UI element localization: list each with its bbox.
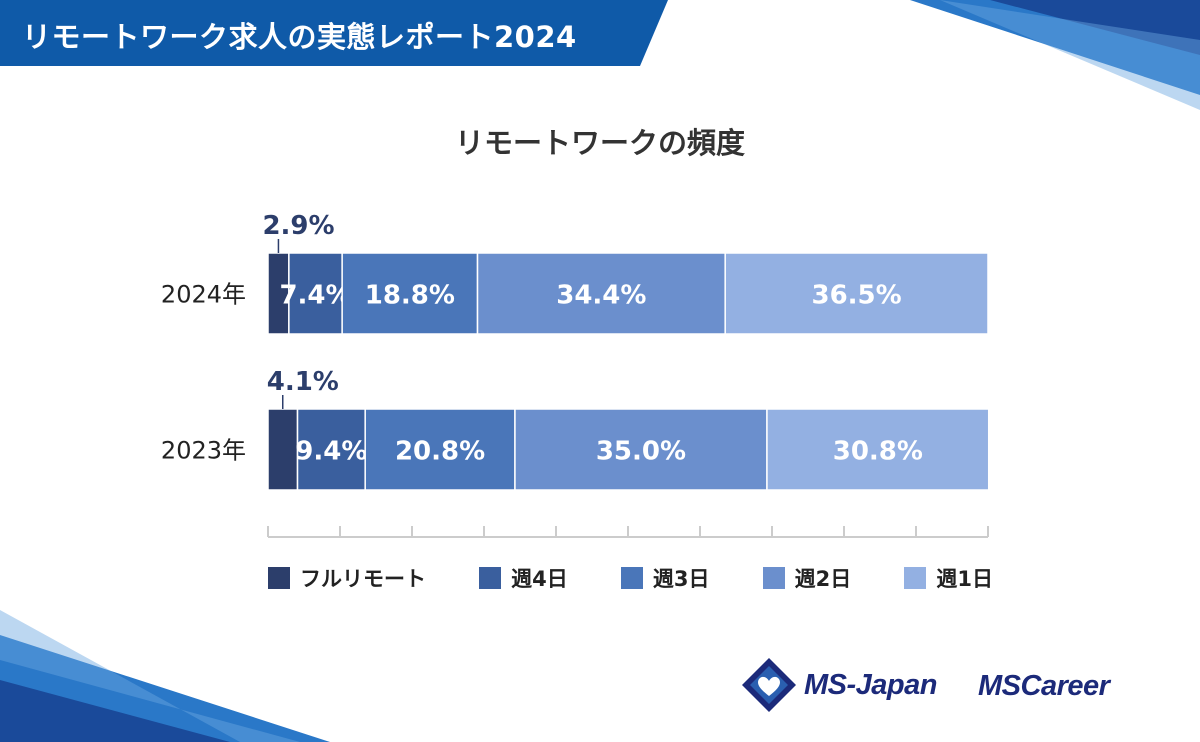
legend-swatch-full-remote [268, 567, 290, 589]
bar-segment [364, 408, 516, 491]
banner-background [0, 0, 668, 66]
top-right-stripe-dark [990, 0, 1200, 55]
legend-swatch-week1 [904, 567, 927, 589]
legend-item-week3: 週3日 [620, 563, 710, 593]
legend-swatch-week2 [762, 567, 785, 589]
bar-segment [724, 252, 989, 335]
data-label: 2.9% [262, 211, 334, 241]
legend-label: フルリモート [300, 567, 426, 591]
msjapan-logo: MS-Japan [740, 656, 937, 714]
mscareer-logo-text: MSCareer [978, 670, 1110, 702]
mscareer-logo: MSCareer [978, 670, 1110, 703]
bar-segment [296, 408, 366, 491]
data-label: 30.8% [833, 437, 923, 467]
data-label: 20.8% [395, 437, 485, 467]
legend-label: 週4日 [511, 567, 568, 591]
data-label: 18.8% [365, 281, 455, 311]
bar-segment [766, 408, 990, 491]
data-label: 34.4% [556, 281, 646, 311]
legend-label: 週1日 [936, 567, 993, 591]
report-title: リモートワーク求人の実態レポート2024 [22, 20, 577, 54]
chart-title: リモートワークの頻度 [454, 126, 745, 160]
category-label: 2024年 [161, 281, 246, 309]
legend-swatch-week3 [620, 567, 643, 589]
category-label: 2023年 [161, 437, 246, 465]
data-label: 7.4% [279, 281, 351, 311]
data-label: 4.1% [267, 367, 339, 397]
bottom-left-stripe-light [0, 610, 300, 742]
legend-label: 週3日 [652, 567, 710, 591]
legend-item-week4: 週4日 [479, 563, 568, 593]
legend-swatch-week4 [479, 567, 502, 589]
top-right-stripe-light [940, 0, 1200, 110]
data-label: 36.5% [811, 281, 901, 311]
legend-item-full-remote: フルリモート [268, 563, 426, 593]
bar-segment [514, 408, 768, 491]
bar-segment [267, 408, 299, 491]
legend-label: 週2日 [794, 567, 852, 591]
data-label: 9.4% [295, 437, 367, 467]
legend: フルリモート 週4日 週3日 週2日 週1日 [268, 563, 993, 593]
msjapan-logo-text: MS-Japan [804, 668, 937, 701]
legend-item-week1: 週1日 [904, 563, 993, 593]
msjapan-emblem-icon [742, 658, 796, 712]
legend-item-week2: 週2日 [762, 563, 852, 593]
data-label: 35.0% [596, 437, 686, 467]
bar-segment [341, 252, 479, 335]
bottom-left-stripe-dark [0, 680, 230, 742]
